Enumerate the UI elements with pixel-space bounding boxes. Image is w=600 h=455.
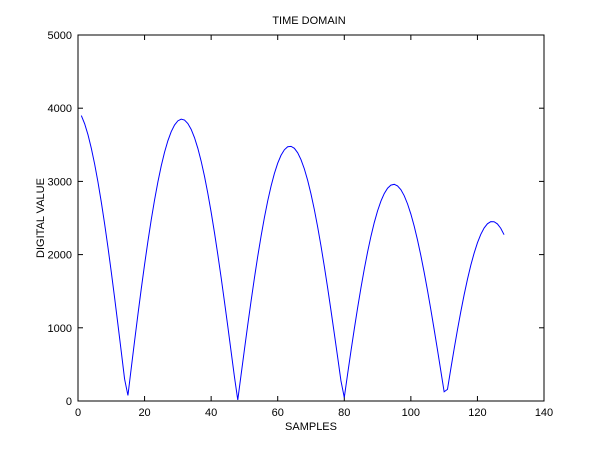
x-axis-label: SAMPLES [285, 421, 337, 433]
chart-title: TIME DOMAIN [272, 15, 345, 27]
y-tick-label: 4000 [48, 103, 72, 115]
x-tick-label: 80 [338, 407, 350, 419]
y-tick-label: 2000 [48, 250, 72, 262]
plot-area-frame [77, 34, 545, 402]
x-tick-label: 40 [205, 407, 217, 419]
x-axis-ticks: 0 20 40 60 80 100 120 140 [75, 35, 553, 419]
x-tick-label: 140 [535, 407, 553, 419]
x-tick-label: 20 [138, 407, 150, 419]
y-tick-label: 3000 [48, 176, 72, 188]
y-tick-label: 0 [66, 396, 72, 408]
time-domain-series-line [80, 115, 505, 400]
x-tick-label: 0 [75, 407, 81, 419]
y-tick-label: 1000 [48, 323, 72, 335]
x-tick-label: 120 [468, 407, 486, 419]
y-axis-ticks: 0 1000 2000 3000 4000 5000 [48, 30, 544, 408]
x-tick-label: 60 [272, 407, 284, 419]
y-tick-label: 5000 [48, 30, 72, 42]
x-tick-label: 100 [402, 407, 420, 419]
y-axis-label: DIGITAL VALUE [35, 178, 47, 258]
